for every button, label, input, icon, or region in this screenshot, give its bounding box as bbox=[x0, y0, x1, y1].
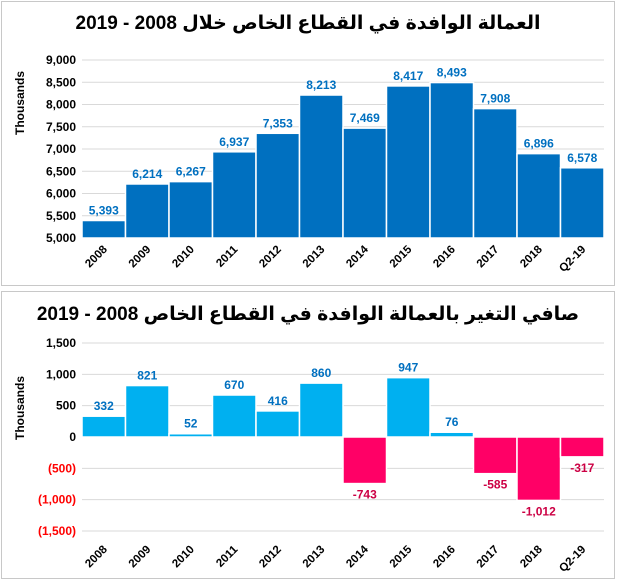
x-tick-label: 2014 bbox=[344, 543, 371, 570]
x-tick-label: 2008 bbox=[83, 243, 110, 270]
bar bbox=[81, 415, 127, 438]
chart-panel-bottom: صافي التغير بالعمالة الوافدة في القطاع ا… bbox=[1, 291, 615, 579]
x-tick-label: 2009 bbox=[127, 544, 154, 571]
chart-expat-workers: العمالة الوافدة في القطاع الخاص خلال 200… bbox=[13, 13, 605, 275]
y-tick-label: 9,000 bbox=[46, 53, 76, 67]
y-tick-label: 6,000 bbox=[46, 187, 76, 201]
y-tick-label: 6,500 bbox=[46, 164, 76, 178]
data-label: -1,012 bbox=[522, 504, 556, 518]
bar bbox=[472, 436, 518, 475]
data-label: 947 bbox=[398, 361, 418, 375]
bar bbox=[385, 85, 431, 239]
y-tick-label: 7,000 bbox=[46, 142, 76, 156]
y-tick-label: 0 bbox=[69, 430, 76, 444]
data-label: 6,267 bbox=[176, 165, 206, 179]
y-tick-label: (1,000) bbox=[38, 493, 76, 507]
bar bbox=[342, 436, 388, 485]
chart-net-change: صافي التغير بالعمالة الوافدة في القطاع ا… bbox=[13, 304, 605, 575]
data-label: 76 bbox=[445, 415, 459, 429]
data-label: 670 bbox=[224, 378, 244, 392]
x-tick-label: 2015 bbox=[388, 243, 415, 270]
x-tick-label: 2010 bbox=[170, 544, 197, 571]
chart-panel-top: العمالة الوافدة في القطاع الخاص خلال 200… bbox=[1, 1, 615, 286]
data-label: 6,214 bbox=[132, 167, 162, 181]
x-tick-label: 2018 bbox=[518, 543, 545, 570]
y-tick-label: 1,500 bbox=[46, 336, 76, 350]
x-tick-label: 2017 bbox=[475, 244, 502, 271]
x-tick-label: Q2-19 bbox=[557, 244, 588, 275]
bar bbox=[559, 167, 605, 239]
x-tick-label: 2012 bbox=[257, 544, 284, 571]
bar bbox=[342, 127, 388, 239]
data-label: 8,417 bbox=[393, 69, 423, 83]
bar bbox=[124, 384, 170, 438]
bar bbox=[211, 394, 257, 438]
data-label: 7,353 bbox=[263, 116, 293, 130]
y-axis-title: Thousands bbox=[13, 376, 27, 440]
data-label: 416 bbox=[268, 394, 288, 408]
bar bbox=[298, 382, 344, 438]
x-tick-label: 2014 bbox=[344, 243, 371, 270]
bar bbox=[429, 81, 475, 239]
y-tick-label: 8,500 bbox=[46, 75, 76, 89]
bar bbox=[81, 219, 127, 239]
y-tick-label: 5,500 bbox=[46, 209, 76, 223]
y-tick-label: 1,000 bbox=[46, 367, 76, 381]
x-tick-label: 2008 bbox=[83, 543, 110, 570]
data-label: 7,469 bbox=[350, 111, 380, 125]
data-label: 5,393 bbox=[89, 204, 119, 218]
data-label: 6,578 bbox=[567, 151, 597, 165]
data-label: 860 bbox=[311, 366, 331, 380]
data-label: 6,937 bbox=[219, 135, 249, 149]
bar bbox=[516, 152, 562, 239]
x-tick-label: Q2-19 bbox=[557, 544, 588, 575]
x-tick-label: 2009 bbox=[127, 244, 154, 271]
data-label: -743 bbox=[353, 488, 377, 502]
data-label: 8,493 bbox=[437, 66, 467, 80]
data-label: 52 bbox=[184, 417, 198, 431]
x-tick-label: 2012 bbox=[257, 244, 284, 271]
bar bbox=[385, 376, 431, 438]
y-tick-label: (1,500) bbox=[38, 524, 76, 538]
x-tick-label: 2016 bbox=[431, 244, 458, 271]
x-tick-label: 2017 bbox=[475, 544, 502, 571]
bar bbox=[472, 107, 518, 239]
x-tick-label: 2018 bbox=[518, 243, 545, 270]
data-label: 8,213 bbox=[306, 78, 336, 92]
y-tick-label: (500) bbox=[48, 461, 76, 475]
bar bbox=[429, 431, 475, 438]
data-label: 821 bbox=[137, 369, 157, 383]
bar bbox=[168, 180, 214, 239]
x-tick-label: 2011 bbox=[214, 243, 241, 270]
chart-title: صافي التغير بالعمالة الوافدة في القطاع ا… bbox=[37, 304, 579, 325]
x-tick-label: 2015 bbox=[388, 543, 415, 570]
data-label: -317 bbox=[570, 461, 594, 475]
x-tick-label: 2016 bbox=[431, 544, 458, 571]
bar bbox=[255, 132, 301, 239]
y-tick-label: 5,000 bbox=[46, 231, 76, 245]
x-tick-label: 2010 bbox=[170, 244, 197, 271]
y-tick-label: 500 bbox=[56, 399, 76, 413]
bar bbox=[559, 436, 605, 458]
data-label: -585 bbox=[483, 478, 507, 492]
x-tick-label: 2013 bbox=[301, 244, 328, 271]
data-label: 7,908 bbox=[480, 92, 510, 106]
bar bbox=[516, 436, 562, 502]
data-label: 6,896 bbox=[524, 137, 554, 151]
y-axis-title: Thousands bbox=[13, 71, 27, 135]
y-tick-label: 7,500 bbox=[46, 120, 76, 134]
bar bbox=[124, 183, 170, 239]
chart-title: العمالة الوافدة في القطاع الخاص خلال 200… bbox=[76, 13, 541, 34]
bar bbox=[211, 151, 257, 239]
bar bbox=[298, 94, 344, 239]
x-tick-label: 2011 bbox=[214, 543, 241, 570]
data-label: 332 bbox=[94, 399, 114, 413]
y-tick-label: 8,000 bbox=[46, 98, 76, 112]
bar bbox=[255, 410, 301, 438]
x-tick-label: 2013 bbox=[301, 544, 328, 571]
bar bbox=[168, 432, 214, 438]
